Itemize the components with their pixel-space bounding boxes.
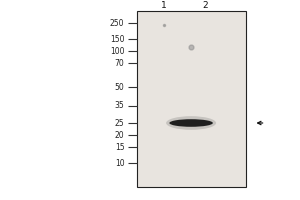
- Text: 70: 70: [115, 58, 124, 68]
- Text: 15: 15: [115, 142, 124, 152]
- Text: 100: 100: [110, 46, 124, 55]
- Text: 10: 10: [115, 158, 124, 168]
- Text: 150: 150: [110, 34, 124, 44]
- Text: 1: 1: [160, 0, 166, 9]
- Text: 25: 25: [115, 118, 124, 128]
- Text: 2: 2: [203, 0, 208, 9]
- Ellipse shape: [169, 119, 213, 127]
- Bar: [136, 11, 246, 187]
- Ellipse shape: [166, 116, 216, 130]
- Text: 35: 35: [115, 102, 124, 110]
- Text: 20: 20: [115, 130, 124, 140]
- Text: 250: 250: [110, 19, 124, 27]
- Text: 50: 50: [115, 83, 124, 92]
